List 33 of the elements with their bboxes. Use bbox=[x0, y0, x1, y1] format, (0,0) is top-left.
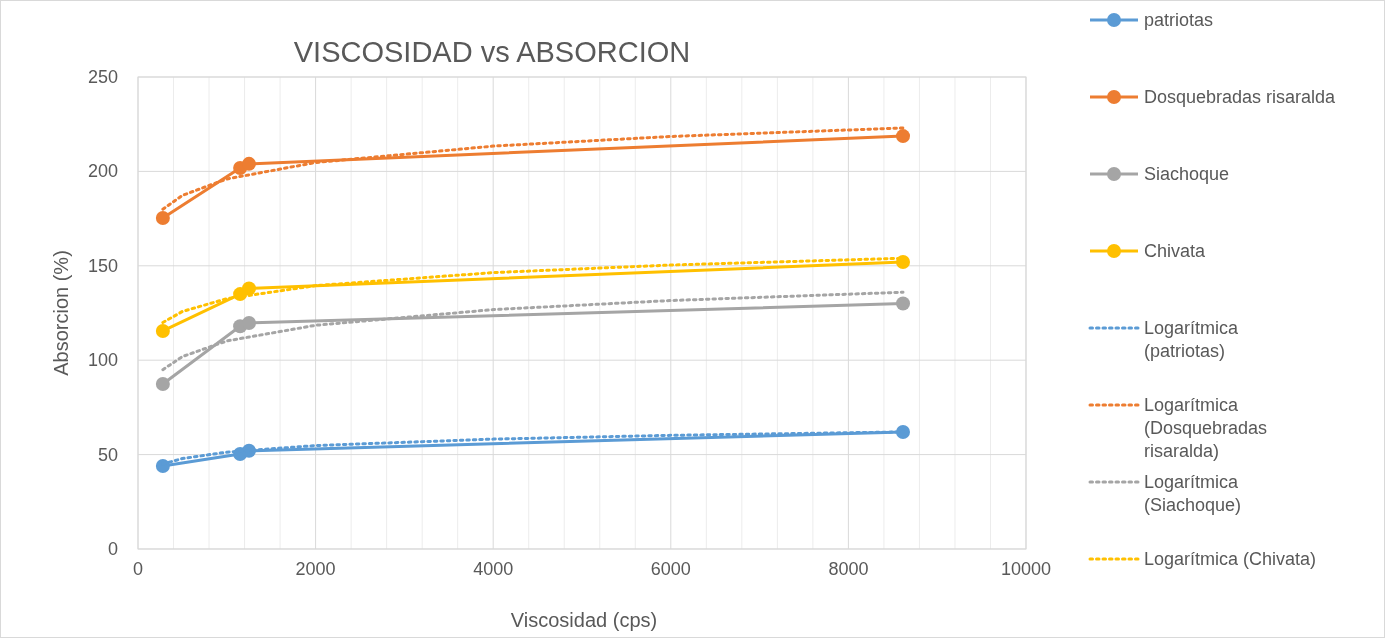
legend-label: Chivata bbox=[1144, 241, 1207, 261]
point bbox=[155, 211, 170, 226]
legend-label: Logarítmica (Siachoque) bbox=[1144, 472, 1242, 515]
point bbox=[896, 255, 911, 270]
legend-label: Siachoque bbox=[1144, 164, 1230, 184]
y-axis-title: Absorcion (%) bbox=[50, 250, 72, 376]
y-tick-label: 0 bbox=[107, 539, 118, 559]
x-tick-label: 4000 bbox=[473, 559, 514, 579]
point bbox=[155, 323, 170, 338]
y-tick-label: 250 bbox=[87, 67, 118, 87]
point bbox=[155, 376, 170, 391]
point bbox=[242, 316, 256, 331]
legend-label: Dosquebradas risaralda bbox=[1144, 87, 1337, 107]
point bbox=[242, 281, 256, 296]
point bbox=[896, 424, 911, 439]
point bbox=[242, 156, 256, 171]
x-tick-label: 10000 bbox=[1000, 559, 1052, 579]
y-tick-label: 200 bbox=[87, 161, 118, 182]
point bbox=[896, 296, 911, 311]
legend-label: Logarítmica (Chivata) bbox=[1144, 549, 1317, 569]
legend-label: Logarítmica (Dosquebradas risaralda) bbox=[1144, 395, 1268, 461]
point bbox=[896, 129, 911, 144]
x-tick-label: 8000 bbox=[828, 559, 869, 579]
y-tick-label: 50 bbox=[97, 444, 118, 465]
legend-label: patriotas bbox=[1144, 10, 1214, 30]
x-axis-title: Viscosidad (cps) bbox=[510, 609, 658, 631]
y-tick-label: 100 bbox=[87, 350, 118, 371]
x-tick-label: 0 bbox=[132, 559, 144, 579]
x-tick-label: 2000 bbox=[295, 559, 336, 579]
x-tick-label: 6000 bbox=[650, 559, 691, 579]
chart-title: VISCOSIDAD vs ABSORCION bbox=[293, 36, 691, 68]
legend-label: Logarítmica (patriotas) bbox=[1144, 318, 1240, 361]
y-tick-label: 150 bbox=[87, 255, 118, 276]
